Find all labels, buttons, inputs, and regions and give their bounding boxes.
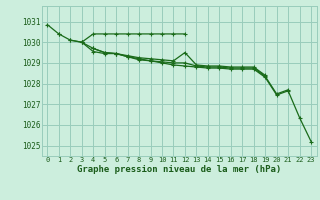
X-axis label: Graphe pression niveau de la mer (hPa): Graphe pression niveau de la mer (hPa) [77,165,281,174]
